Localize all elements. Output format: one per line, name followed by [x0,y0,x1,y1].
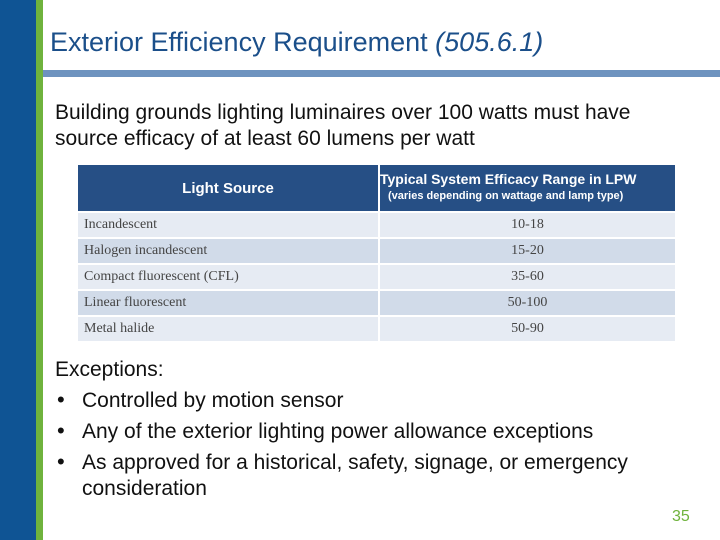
list-item-text: As approved for a historical, safety, si… [82,451,628,500]
header-light-source: Light Source [76,163,380,213]
exceptions-section: Exceptions: • Controlled by motion sensor… [55,357,705,507]
table-row: Linear fluorescent 50-100 [76,289,677,317]
table-cell-range: 50-90 [378,315,677,343]
list-item-text: Controlled by motion sensor [82,389,344,412]
intro-text: Building grounds lighting luminaires ove… [55,101,631,150]
table-cell-source: Linear fluorescent [76,289,380,317]
bullet-icon: • [57,449,65,474]
header-efficacy-range-note: (varies depending on wattage and lamp ty… [388,190,624,202]
table-cell-source: Incandescent [76,211,380,239]
slide-title-main: Exterior Efficiency Requirement [50,27,436,57]
list-item: • As approved for a historical, safety, s… [55,449,705,502]
table-cell-source: Compact fluorescent (CFL) [76,263,380,291]
left-green-stripe [36,0,43,540]
exceptions-list: • Controlled by motion sensor • Any of the… [55,387,705,502]
table-row: Incandescent 10-18 [76,211,677,239]
list-item-text: Any of the exterior lighting power allow… [82,420,594,443]
list-item: • Any of the exterior lighting power allo… [55,418,705,445]
table-header-row: Light Source Typical System Efficacy Ran… [76,163,677,213]
table-row: Halogen incandescent 15-20 [76,237,677,265]
table-row: Compact fluorescent (CFL) 35-60 [76,263,677,291]
exceptions-heading: Exceptions: [55,358,164,381]
table-cell-source: Halogen incandescent [76,237,380,265]
table-cell-range: 10-18 [378,211,677,239]
title-underline-bar [43,70,720,77]
table-cell-range: 50-100 [378,289,677,317]
bullet-icon: • [57,387,65,412]
table-cell-range: 15-20 [378,237,677,265]
bullet-icon: • [57,418,65,443]
table-cell-range: 35-60 [378,263,677,291]
left-sidebar-bar [0,0,36,540]
list-item: • Controlled by motion sensor [55,387,705,414]
slide-title: Exterior Efficiency Requirement (505.6.1… [50,27,543,58]
table-cell-source: Metal halide [76,315,380,343]
header-efficacy-range: Typical System Efficacy Range in LPW (va… [378,163,677,213]
page-number: 35 [672,508,690,525]
efficacy-table: Light Source Typical System Efficacy Ran… [76,163,677,343]
header-efficacy-range-label: Typical System Efficacy Range in LPW [380,171,637,187]
table-row: Metal halide 50-90 [76,315,677,343]
slide-title-code: (505.6.1) [435,27,544,57]
